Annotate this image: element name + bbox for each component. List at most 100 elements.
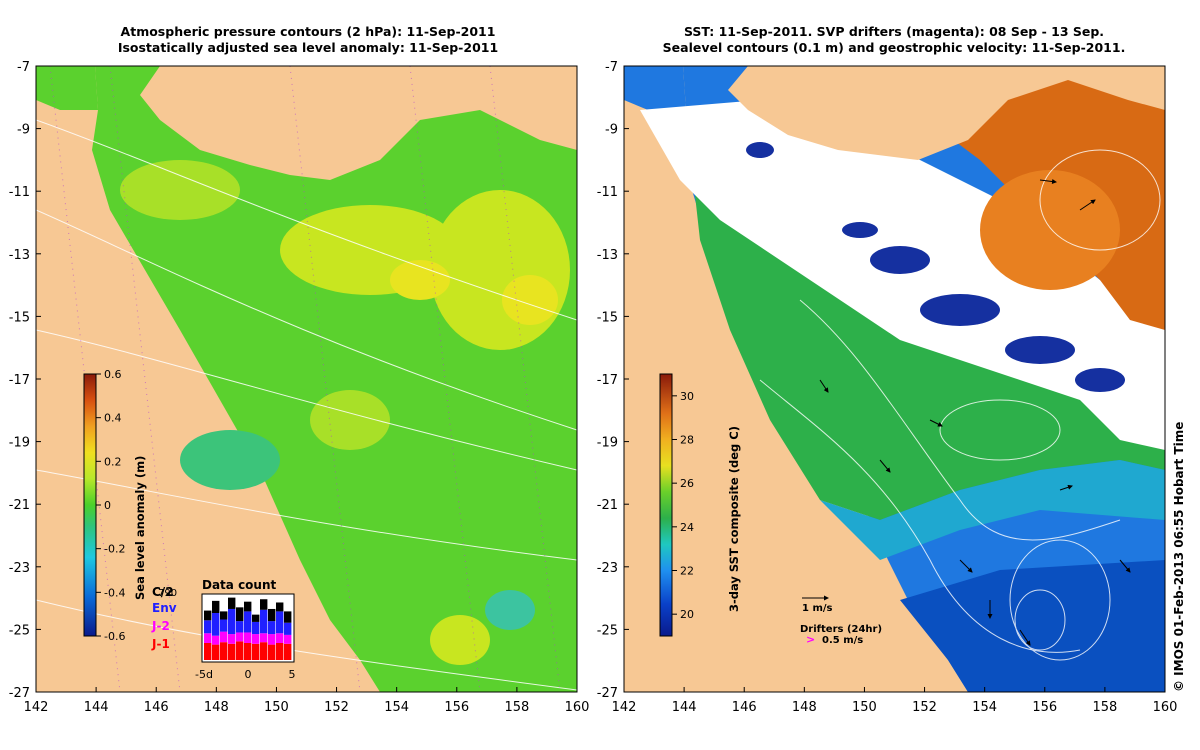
data-count-bar-envisat xyxy=(204,620,212,634)
sla-low-patch xyxy=(180,430,280,490)
left-ytick-label: -7 xyxy=(17,60,30,75)
right-panel-title: SST: 11-Sep-2011. SVP drifters (magenta)… xyxy=(622,24,1166,56)
sst-colorbar-tick-label: 28 xyxy=(680,434,694,447)
left-ytick-label: -25 xyxy=(9,623,30,638)
sla-ocean-north xyxy=(36,66,98,110)
sla-map xyxy=(36,66,577,692)
data-count-bar-jason2 xyxy=(236,632,244,642)
data-count-max: 790 xyxy=(158,588,177,599)
left-xtick-label: 156 xyxy=(444,700,469,715)
data-count-bar-envisat xyxy=(252,621,260,635)
right-xtick-label: 148 xyxy=(792,700,817,715)
new-guinea-land xyxy=(140,66,577,180)
right-axes: 142 144 146 148 150 152 154 156 158 160 -7 -9 -11 -13… xyxy=(597,60,1178,715)
sla-colorbar-tick-label: -0.4 xyxy=(104,586,125,599)
left-ytick-label: -27 xyxy=(9,686,30,701)
geostrophic-arrows xyxy=(819,179,1131,646)
left-panel-title: Atmospheric pressure contours (2 hPa): 1… xyxy=(36,24,580,56)
sla-colorbar-tick-label: 0.6 xyxy=(104,368,122,381)
data-count-bar-cryosat2 xyxy=(284,611,292,623)
data-count-bar-jason2 xyxy=(284,634,292,644)
right-ytick-label: -15 xyxy=(597,310,618,325)
data-count-bar-jason1 xyxy=(236,641,244,660)
sealevel-contours xyxy=(759,149,1161,661)
data-count-bar-cryosat2 xyxy=(260,599,268,610)
data-count-legend-label: Env xyxy=(152,601,177,615)
data-count-bar-jason1 xyxy=(244,642,252,660)
left-ytick-label: -13 xyxy=(9,248,30,263)
left-ytick-label: -23 xyxy=(9,561,30,576)
right-xtick-label: 142 xyxy=(612,700,637,715)
data-count-bar-jason2 xyxy=(220,631,228,643)
data-count-bar-envisat xyxy=(236,621,244,633)
data-count-bar-jason2 xyxy=(252,634,260,644)
data-count-legend-label: C/2 xyxy=(152,585,174,599)
drifters-label: Drifters (24hr) xyxy=(800,624,882,635)
sla-colorbar-tick-label: -0.2 xyxy=(104,543,125,556)
sla-colorbar-tick-label: -0.6 xyxy=(104,630,125,643)
data-count-xticks: -5d 0 5 xyxy=(195,668,295,681)
right-ytick-label: -11 xyxy=(597,185,618,200)
drifters-scale-label: 0.5 m/s xyxy=(822,635,863,646)
right-title-line1: SST: 11-Sep-2011. SVP drifters (magenta)… xyxy=(683,24,1105,39)
left-xtick-label: 152 xyxy=(324,700,349,715)
velocity-scale: 1 m/s xyxy=(802,595,833,614)
sla-colorbar-tick-label: 0.2 xyxy=(104,455,122,468)
left-ytick-label: -17 xyxy=(9,373,30,388)
left-xtick-label: 144 xyxy=(84,700,109,715)
data-count-bar-envisat xyxy=(228,608,236,635)
sst-map xyxy=(624,66,1165,692)
sla-high-patch xyxy=(310,390,390,450)
right-xtick-label: 146 xyxy=(732,700,757,715)
sla-peak-patch xyxy=(502,275,558,325)
data-count-bar-jason2 xyxy=(268,634,276,645)
left-xtick-label: 154 xyxy=(384,700,409,715)
data-count-bar-envisat xyxy=(268,621,276,635)
data-count-legend-label: J-2 xyxy=(151,619,170,633)
left-xtick-label: 160 xyxy=(565,700,590,715)
cloud-edge-speckle xyxy=(746,142,1125,392)
right-ytick-label: -9 xyxy=(605,123,618,138)
sla-peak-patch xyxy=(390,260,450,300)
data-count-bars xyxy=(204,597,292,660)
data-count-bar-envisat xyxy=(260,609,268,634)
left-ytick-label: -15 xyxy=(9,310,30,325)
right-ytick-label: -27 xyxy=(597,686,618,701)
left-xtick-label: 150 xyxy=(264,700,289,715)
drifters-legend: Drifters (24hr) > 0.5 m/s xyxy=(800,624,882,646)
data-count-bar-cryosat2 xyxy=(268,608,276,622)
data-count-bar-envisat xyxy=(244,611,252,633)
data-count-bar-jason2 xyxy=(244,632,252,643)
data-count-bar-cryosat2 xyxy=(252,614,260,622)
data-count-bar-jason1 xyxy=(268,644,276,660)
right-ytick-label: -23 xyxy=(597,561,618,576)
data-count-xtick-label: 5 xyxy=(289,668,296,681)
data-count-bar-jason1 xyxy=(228,643,236,660)
data-count-bar-jason1 xyxy=(204,642,212,660)
data-count-bar-jason1 xyxy=(260,642,268,660)
data-count-title: Data count xyxy=(202,578,277,592)
data-count-bar-envisat xyxy=(212,613,220,636)
sla-high-patch xyxy=(430,615,490,665)
data-count-xtick-label: -5d xyxy=(195,668,213,681)
sst-colorbar-gradient xyxy=(659,373,673,637)
left-xtick-label: 158 xyxy=(504,700,529,715)
sla-high-patch xyxy=(120,160,240,220)
right-ytick-label: -17 xyxy=(597,373,618,388)
data-count-bar-jason2 xyxy=(276,633,284,643)
sst-colorbar-label: 3-day SST composite (deg C) xyxy=(727,426,741,612)
sst-colorbar-tick-label: 30 xyxy=(680,390,694,403)
sst-colorbar: 30 28 26 24 22 20 3-day SST composite (deg C) xyxy=(659,373,741,637)
sla-high-patch xyxy=(430,190,570,350)
left-axes: 142 144 146 148 150 152 154 156 158 160 -7 -9 -11 -13… xyxy=(9,60,590,715)
sst-cool-south xyxy=(900,560,1165,692)
right-title-line2: Sealevel contours (0.1 m) and geostrophi… xyxy=(662,40,1126,55)
data-count-bar-cryosat2 xyxy=(220,611,228,620)
sst-transition xyxy=(820,460,1165,560)
velocity-scale-label: 1 m/s xyxy=(802,603,833,614)
sla-colorbar-tick-label: 0 xyxy=(104,499,111,512)
left-ytick-label: -11 xyxy=(9,185,30,200)
sla-colorbar-label: Sea level anomaly (m) xyxy=(133,456,147,600)
data-count-bar-envisat xyxy=(220,619,228,632)
